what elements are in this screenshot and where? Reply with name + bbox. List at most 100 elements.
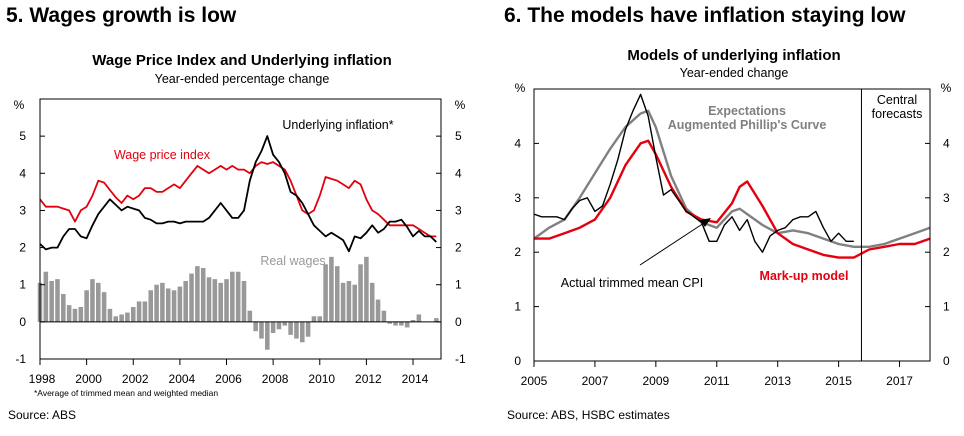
real-wages-bar [369, 282, 375, 322]
x-tick-label: 2010 [308, 372, 335, 386]
real-wages-bar [404, 321, 410, 328]
real-wages-bar [334, 266, 340, 322]
real-wages-bar [189, 273, 194, 322]
y-tick-label: 5 [19, 129, 26, 143]
real-wages-bar [130, 307, 136, 322]
x-tick-label: 2004 [169, 372, 196, 386]
real-wages-bar [323, 264, 328, 322]
real-wages-bar [224, 279, 229, 322]
real-wages-bar [241, 281, 247, 322]
x-tick-label: 2011 [704, 374, 730, 388]
chart-subtitle: Year-ended change [680, 66, 789, 80]
x-tick-label: 2006 [215, 372, 242, 386]
real-wages-bar [381, 310, 387, 322]
y-tick-label: 0 [19, 315, 26, 329]
mark-up-model-label: Mark-up model [760, 269, 849, 283]
real-wages-bar [125, 312, 130, 322]
real-wages-bar [195, 266, 200, 322]
y-tick-label: 3 [514, 191, 521, 205]
real-wages-bar [329, 256, 334, 322]
y-axis-label: % [515, 81, 526, 95]
real-wages-bar [399, 321, 404, 326]
real-wages-bar [352, 284, 358, 322]
x-tick-label: 2012 [355, 372, 382, 386]
real-wages-bar [247, 310, 253, 322]
real-wages-bar [49, 281, 54, 322]
underlying-inflation-label: Underlying inflation* [282, 118, 393, 132]
real-wages-bar [72, 308, 78, 322]
actual-trimmed-mean-label: Actual trimmed mean CPI [561, 276, 703, 290]
real-wages-bar [160, 282, 165, 322]
real-wages-bar [43, 271, 49, 322]
y-tick-label-right: 5 [455, 129, 462, 143]
y-tick-label-right: 2 [943, 245, 950, 259]
x-tick-label: 2013 [764, 374, 791, 388]
real-wages-bar [416, 314, 422, 322]
y-axis-label: % [14, 98, 25, 112]
real-wages-bar [294, 321, 299, 339]
chart-title: Wage Price Index and Underlying inflatio… [92, 52, 392, 69]
y-tick-label-right: -1 [455, 352, 466, 366]
y-tick-label: 1 [19, 278, 26, 292]
real-wages-bar [300, 321, 305, 343]
x-tick-label: 2008 [262, 372, 289, 386]
y-tick-label: 4 [514, 136, 521, 150]
real-wages-bar [393, 321, 398, 326]
footnote: *Average of trimmed mean and weighted me… [34, 388, 218, 398]
real-wages-bar [66, 305, 72, 322]
left-source-note: Source: ABS [8, 408, 77, 422]
real-wages-bar [282, 321, 288, 326]
mark-up-model-line [534, 139, 931, 259]
real-wages-bar [410, 320, 416, 322]
wage-inflation-chart: Wage Price Index and Underlying inflatio… [14, 52, 466, 398]
y-tick-label: 3 [19, 203, 26, 217]
real-wages-bar [317, 316, 323, 322]
annotation-arrow [639, 222, 705, 266]
real-wages-bar [200, 268, 206, 322]
real-wages-bar [212, 279, 218, 322]
y-tick-label: 0 [514, 354, 521, 368]
real-wages-bar [206, 277, 212, 322]
y-tick-label: 4 [19, 166, 26, 180]
right-source-note: Source: ABS, HSBC estimates [507, 408, 670, 422]
right-panel-heading: 6. The models have inflation staying low [504, 4, 906, 27]
real-wages-bar [259, 321, 264, 339]
real-wages-label: Real wages [260, 254, 325, 268]
x-tick-label: 2017 [886, 374, 913, 388]
real-wages-bar [311, 316, 317, 322]
real-wages-bar [340, 282, 346, 322]
expectations-line [533, 109, 931, 248]
real-wages-bar [375, 299, 381, 322]
x-tick-label: 2007 [582, 374, 609, 388]
x-tick-label: 1998 [29, 372, 56, 386]
real-wages-bar [78, 307, 84, 322]
real-wages-bar [434, 318, 439, 322]
y-tick-label: 1 [514, 300, 521, 314]
y-tick-label: -1 [15, 352, 26, 366]
real-wages-bar [276, 321, 282, 330]
real-wages-bar [346, 281, 352, 322]
left-panel-heading: 5. Wages growth is low [6, 4, 237, 27]
chart-title: Models of underlying inflation [627, 47, 840, 64]
x-tick-label: 2009 [642, 374, 669, 388]
actual-trimmed-mean-line [533, 93, 854, 253]
x-tick-label: 2015 [825, 374, 852, 388]
plot-frame [533, 88, 931, 362]
y-tick-label: 2 [19, 241, 26, 255]
wage-price-index-line [39, 161, 437, 238]
real-wages-bar [136, 301, 142, 322]
real-wages-bar [96, 282, 101, 322]
real-wages-bar [154, 284, 159, 322]
real-wages-bar [55, 279, 60, 322]
real-wages-bar [230, 271, 235, 322]
real-wages-bar [364, 256, 369, 322]
y-tick-label-right: 4 [455, 166, 462, 180]
x-tick-label: 2000 [75, 372, 102, 386]
x-tick-label: 2014 [402, 372, 429, 386]
real-wages-bar [119, 314, 124, 322]
real-wages-bar [165, 288, 171, 322]
real-wages-bar [84, 290, 89, 322]
y-tick-label-right: 3 [455, 203, 462, 217]
real-wages-bar [387, 321, 392, 324]
